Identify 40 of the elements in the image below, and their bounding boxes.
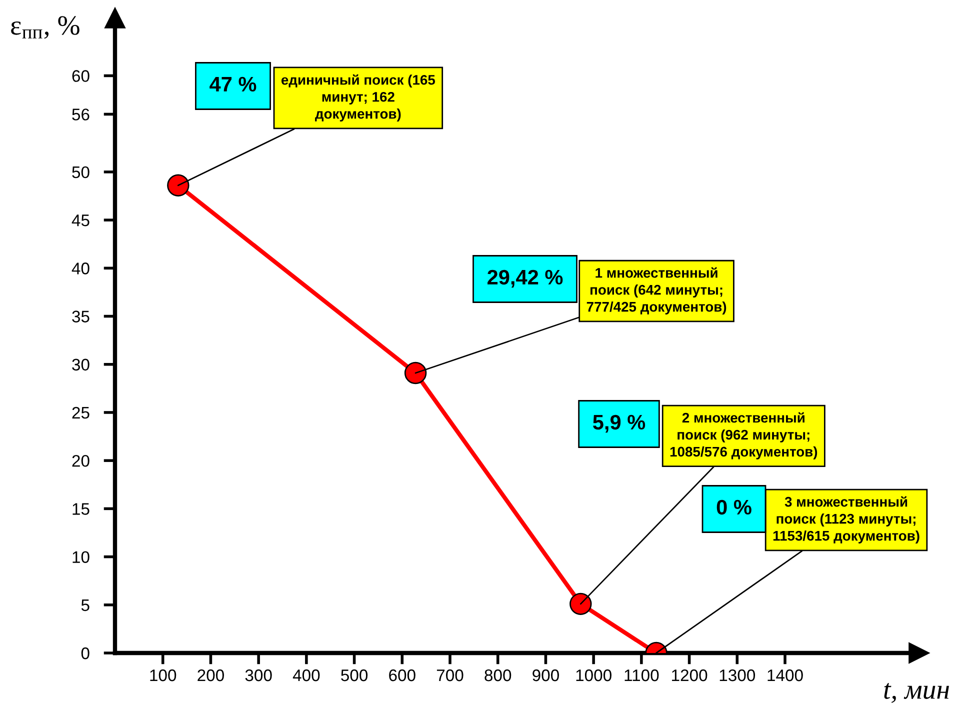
x-tick-label: 400 [292, 669, 320, 682]
x-tick-label: 1100 [624, 669, 659, 682]
x-axis-title: t, мин [884, 683, 949, 703]
annotation: 47 % [210, 76, 256, 92]
x-tick-label: 1400 [768, 669, 803, 682]
y-axis-title: ε$_{пп}$, % [11, 16, 80, 39]
y-tick-label: 15 [72, 503, 90, 515]
x-tick-label: 100 [150, 669, 176, 682]
y-tick-label: 35 [72, 310, 90, 322]
y-tick-label: 20 [72, 454, 90, 467]
annotation: 5,9 % [593, 414, 646, 433]
y-tick-label: 56 [72, 108, 90, 120]
y-tick-label: 10 [72, 551, 90, 563]
point [404, 362, 427, 384]
annotation: 1 множественный поиск (642 минуты; 777/425 документов) [586, 267, 726, 314]
x-tick-label: 600 [389, 669, 416, 682]
annotation: 3 множественный поиск (1123 минуты; 1153/615 документов) [773, 496, 920, 544]
point [570, 592, 592, 616]
x-tick-label: 1200 [672, 669, 708, 682]
y-tick-label: 25 [72, 406, 90, 419]
annotation: 29,42 % [488, 270, 563, 288]
y-tick-label: 60 [72, 70, 90, 82]
x-tick-label: 300 [245, 669, 272, 682]
annotation: единичный поиск (165 минут; 162 документов) [281, 74, 436, 122]
x-tick-label: 500 [341, 669, 368, 682]
y-tick-label: 5 [81, 599, 90, 612]
y-tick-label: 30 [72, 358, 90, 371]
annotation: 0 % [716, 500, 752, 515]
y-tick-label: 40 [72, 262, 90, 274]
annotation: 2 множественный поиск (962 минуты; 1085/576 документов) [670, 412, 818, 460]
x-tick-label: 1300 [720, 669, 756, 682]
y-tick-label: 50 [72, 166, 90, 178]
x-tick-label: 200 [198, 669, 224, 682]
x-tick-label: 800 [484, 669, 512, 682]
point [167, 174, 190, 197]
y-tick-label: 45 [72, 214, 90, 226]
x-tick-label: 900 [532, 669, 559, 682]
y-tick-label: 0 [81, 647, 90, 660]
x-tick-label: 1000 [576, 669, 612, 682]
x-tick-label: 700 [436, 669, 464, 682]
